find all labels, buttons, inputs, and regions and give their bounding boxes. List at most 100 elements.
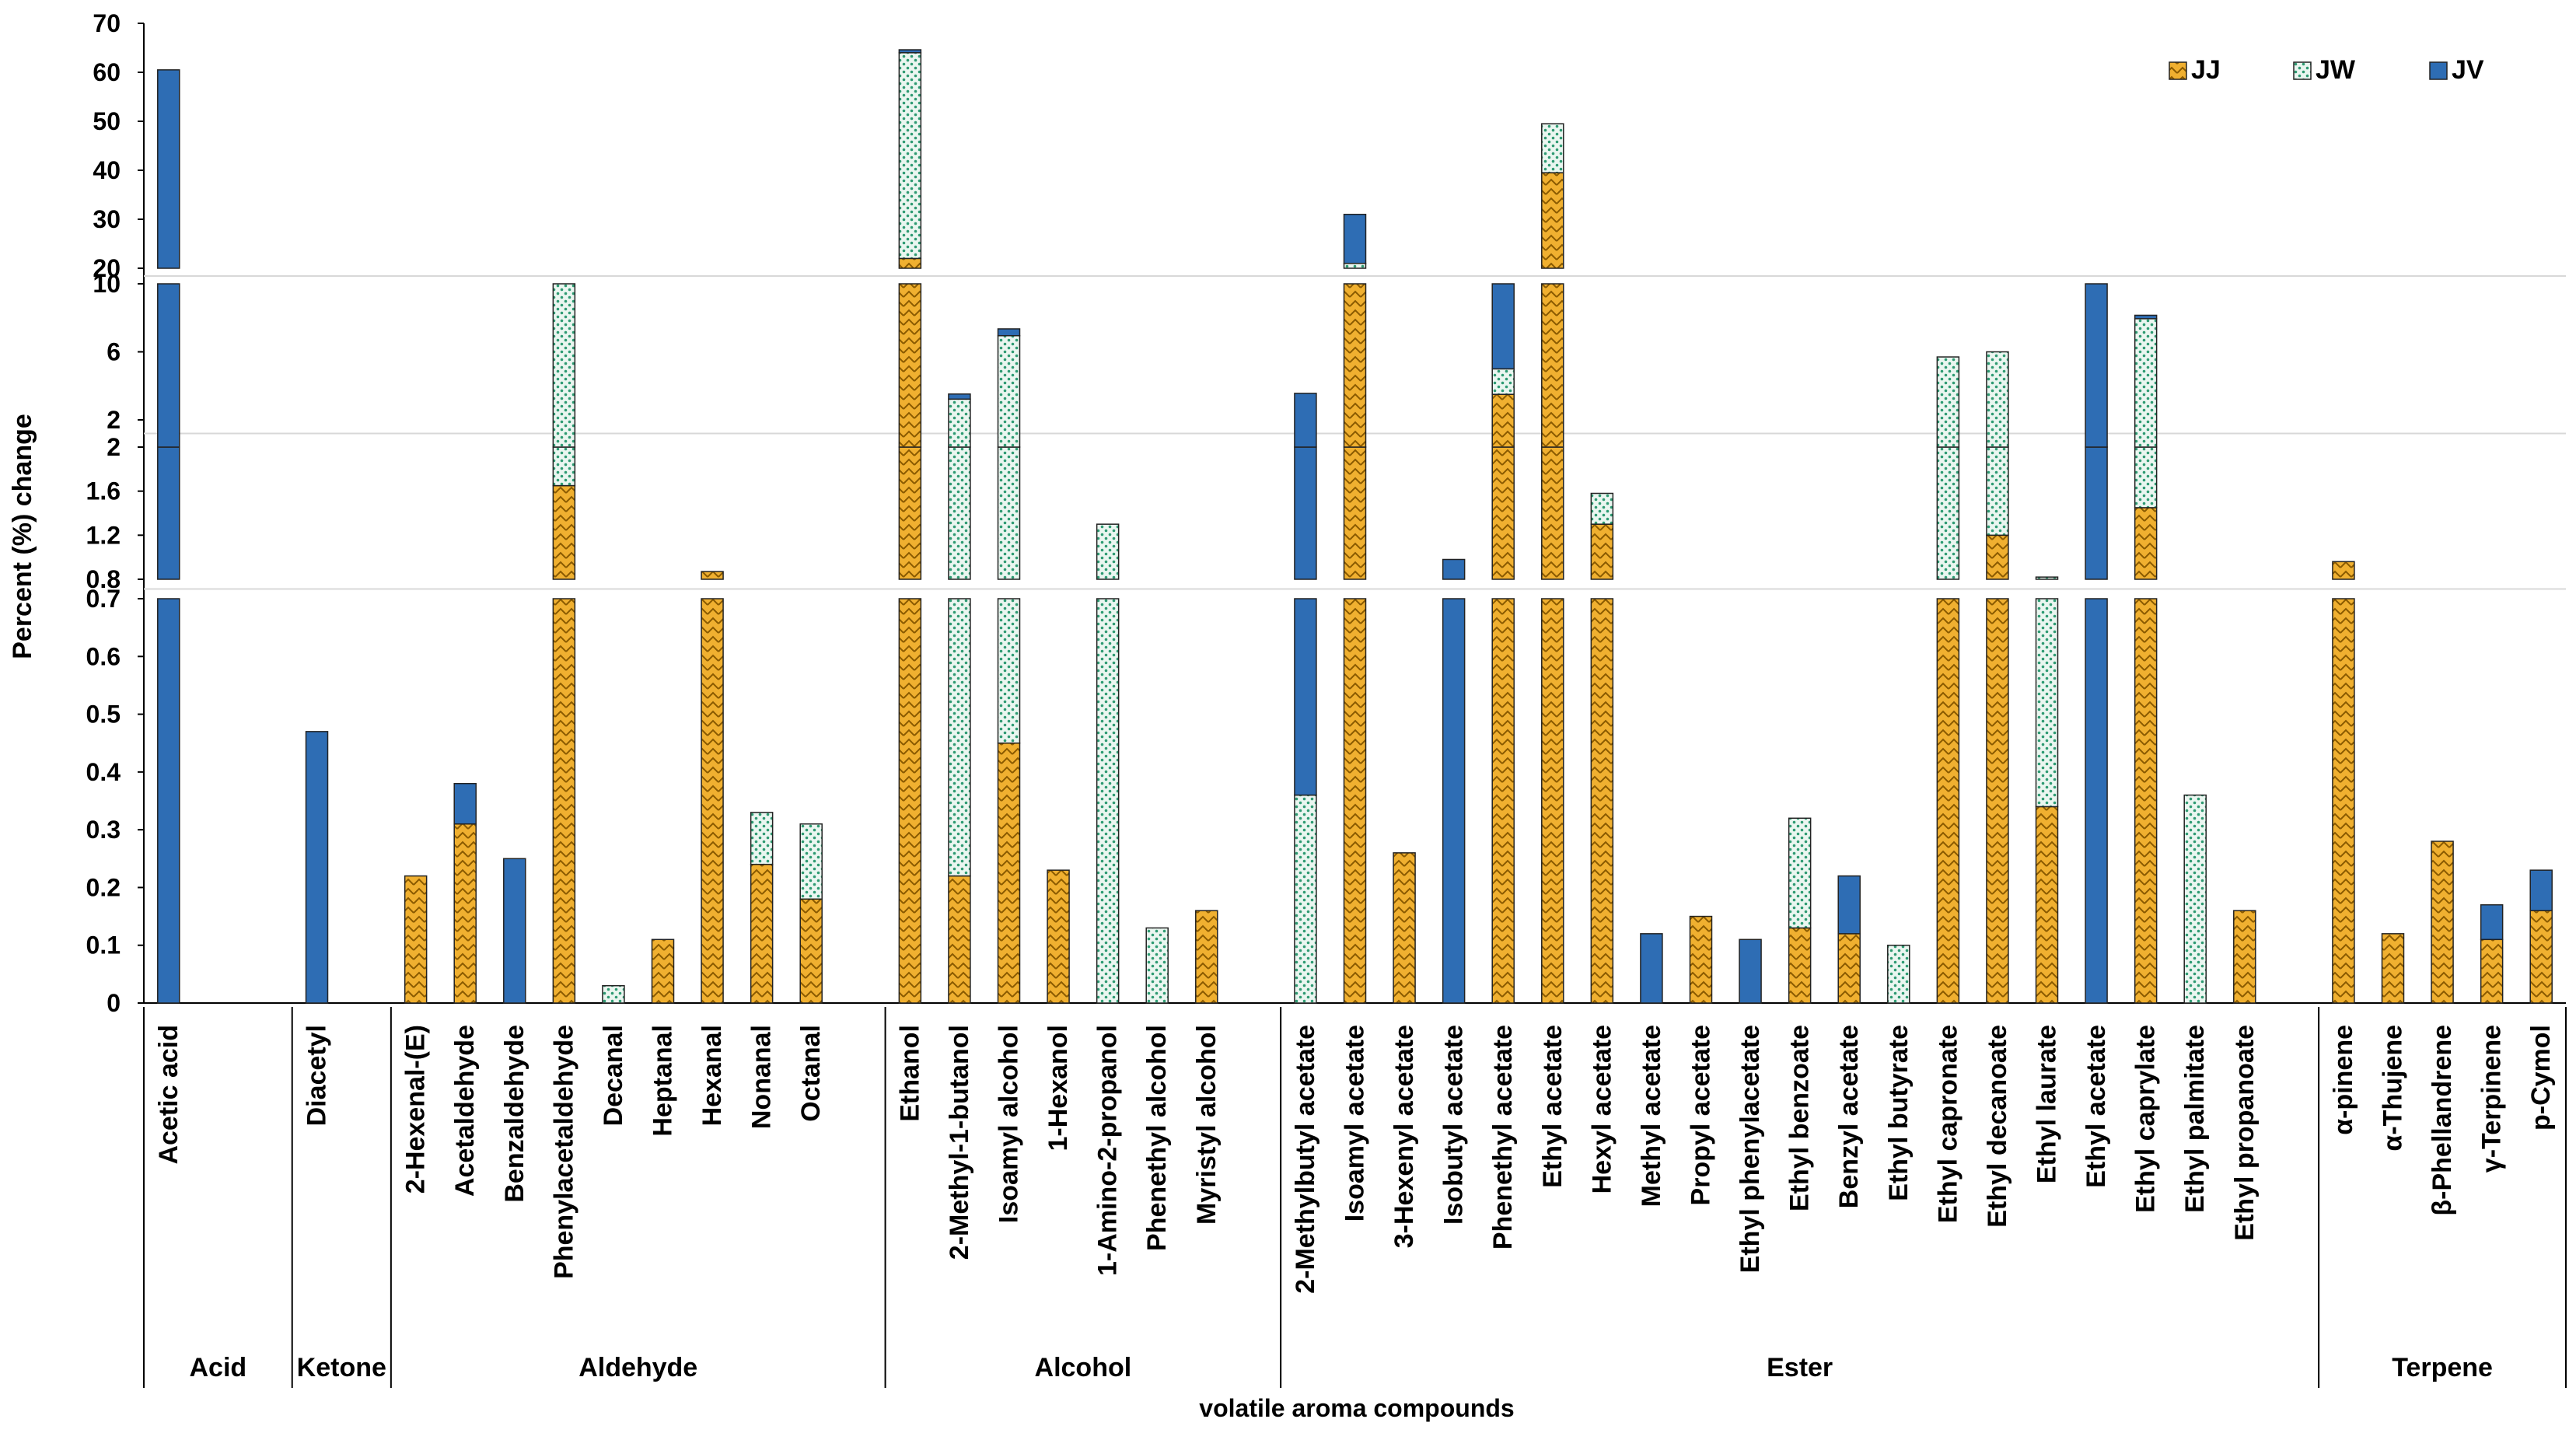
x-tick-label: Phenethyl alcohol (1142, 1025, 1172, 1251)
bar-jw (1887, 944, 1910, 1004)
bar-jv (503, 858, 526, 1004)
legend-swatch-jv (2429, 61, 2448, 80)
bar-jw (1343, 262, 1367, 269)
x-tick-label: Acetic acid (154, 1025, 184, 1165)
x-tick-label: Decanal (599, 1025, 628, 1126)
bar-jw (948, 446, 971, 580)
legend-swatch-jj (2169, 61, 2187, 80)
x-tick-label: β-Phellandrene (2427, 1025, 2457, 1216)
x-tick-label: Diacetyl (302, 1025, 332, 1126)
x-axis-label: volatile aroma compounds (1199, 1394, 1514, 1422)
bar-jw (2183, 794, 2207, 1004)
bar-jw (602, 984, 625, 1004)
bar-jw (2134, 446, 2158, 509)
bar-jj (1047, 869, 1070, 1004)
y-tick-label: 0 (107, 989, 121, 1017)
bar-jj (948, 875, 971, 1004)
bar-jj (2381, 933, 2405, 1004)
x-tick-label: Hexyl acetate (1587, 1025, 1617, 1194)
bar-jj (2035, 806, 2059, 1004)
bar-jj (1590, 598, 1614, 1004)
group-label: Alcohol (1035, 1353, 1132, 1382)
y-tick-label: 6 (107, 338, 121, 366)
bar-jv (2529, 869, 2553, 911)
bar-jv (2085, 283, 2108, 448)
x-tick-label: Phenylacetaldehyde (549, 1025, 578, 1279)
bar-jv (157, 283, 180, 448)
bar-jv (1294, 393, 1317, 448)
bar-jv (157, 598, 180, 1004)
y-tick-label: 2 (107, 406, 121, 434)
legend-label-jj: JJ (2191, 55, 2221, 85)
legend-label-jw: JW (2316, 55, 2356, 85)
bar-jj (1343, 598, 1367, 1004)
y-tick-label: 10 (93, 270, 121, 298)
x-tick-label: Heptanal (648, 1025, 678, 1137)
bar-jw (1590, 492, 1614, 525)
bar-jj (1343, 283, 1367, 448)
bar-jj (552, 484, 576, 580)
bar-jw (552, 446, 576, 487)
y-tick-label: 0.5 (86, 701, 121, 729)
bar-jj (750, 863, 774, 1004)
bar-jj (2332, 598, 2355, 1004)
bar-jv (2085, 446, 2108, 580)
legend-label-jv: JV (2452, 55, 2484, 85)
bar-jw (1145, 927, 1169, 1004)
x-tick-label: Ethyl benzoate (1785, 1025, 1815, 1211)
bar-jw (1294, 794, 1317, 1004)
bar-jj (404, 875, 428, 1004)
bar-jw (948, 398, 971, 448)
x-tick-label: Isoamyl alcohol (994, 1025, 1024, 1223)
bar-jw (1936, 356, 1960, 448)
bar-jj (898, 446, 922, 580)
group-label: Ester (1767, 1353, 1833, 1382)
bar-jj (1837, 933, 1861, 1004)
bar-jv (2134, 314, 2158, 320)
x-tick-label: 1-Amino-2-propanol (1093, 1025, 1123, 1276)
bar-jv (1837, 875, 1861, 935)
x-tick-label: Ethyl propanoate (2230, 1025, 2260, 1241)
y-tick-label: 0.6 (86, 642, 121, 670)
bar-jv (1442, 558, 1466, 580)
bar-jw (1788, 817, 1812, 929)
y-tick-label: 0.7 (86, 585, 121, 613)
bar-jw (898, 52, 922, 260)
y-tick-label: 1.6 (86, 477, 121, 505)
x-tick-label: p-Cymol (2526, 1025, 2556, 1131)
bar-jw (997, 598, 1021, 744)
bar-jw (997, 446, 1021, 580)
x-tick-label: Ethyl phenylacetate (1735, 1025, 1765, 1273)
bar-jj (1343, 446, 1367, 580)
y-tick-label: 30 (93, 205, 121, 233)
bar-jv (157, 446, 180, 580)
group-label: Aldehyde (578, 1353, 697, 1382)
x-tick-label: Ethyl decanoate (1983, 1025, 2012, 1228)
x-tick-label: 3-Hexenyl acetate (1389, 1025, 1419, 1248)
bar-jj (898, 598, 922, 1004)
bar-jj (2233, 910, 2256, 1004)
y-tick-label: 50 (93, 107, 121, 135)
bar-jw (552, 283, 576, 448)
y-tick-label: 60 (93, 58, 121, 86)
bar-jj (898, 257, 922, 269)
x-tick-label: Methyl acetate (1637, 1025, 1666, 1207)
bar-jj (701, 571, 724, 580)
bar-jv (157, 69, 180, 269)
x-tick-label: Ethyl capronate (1933, 1025, 1963, 1223)
y-tick-label: 70 (93, 9, 121, 37)
bar-jj (1590, 523, 1614, 580)
bar-jw (2035, 576, 2059, 580)
bar-jv (2085, 598, 2108, 1004)
x-tick-label: Myristyl alcohol (1192, 1025, 1222, 1225)
y-axis-label: Percent (%) change (8, 414, 37, 659)
group-label: Terpene (2392, 1353, 2493, 1382)
bar-jj (1491, 446, 1515, 580)
x-tick-label: Hexanal (697, 1025, 727, 1126)
bar-jw (1491, 368, 1515, 395)
bar-jj (2480, 938, 2504, 1004)
bar-jw (750, 812, 774, 865)
bar-jv (948, 393, 971, 400)
